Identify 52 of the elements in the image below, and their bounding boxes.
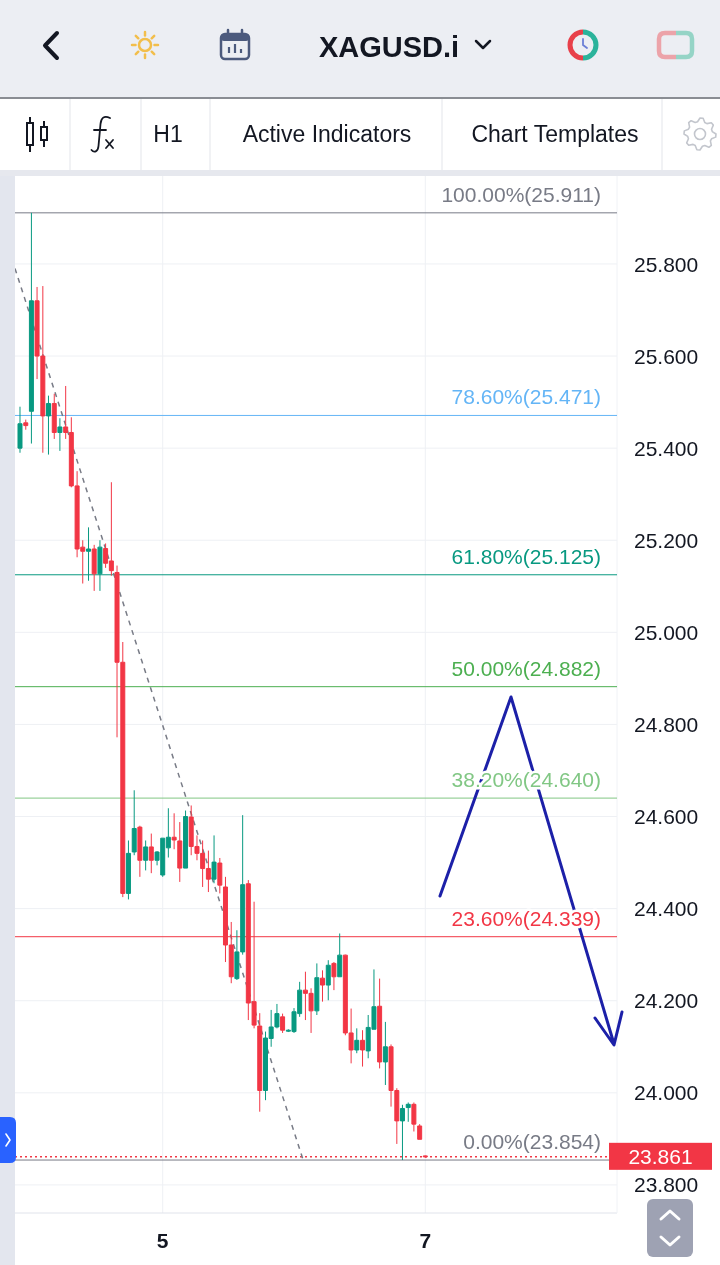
ref-line-label: 0.00%(23.854) — [463, 1130, 601, 1154]
y-tick-label: 25.200 — [634, 528, 699, 552]
candlestick — [148, 833, 154, 874]
y-tick-label: 24.200 — [634, 989, 699, 1013]
candlestick — [399, 1104, 405, 1161]
y-tick-label: 23.800 — [634, 1173, 699, 1197]
chart-title: XAGUSD.i — [318, 31, 460, 63]
candlestick — [411, 1101, 417, 1132]
candlestick — [137, 825, 143, 878]
candlestick — [331, 961, 337, 991]
y-tick-label: 25.600 — [634, 344, 699, 368]
candlestick — [183, 810, 189, 869]
ref-line-label: 50.00%(24.882) — [451, 656, 601, 680]
candlestick — [417, 1123, 423, 1140]
candlestick — [45, 395, 51, 456]
y-tick-label: 24.400 — [634, 897, 699, 921]
candlestick — [91, 544, 97, 592]
candlestick — [57, 417, 63, 452]
ref-line-label: 23.861 — [628, 1145, 693, 1169]
ref-line-label: 61.80%(25.125) — [451, 544, 601, 568]
candlestick — [337, 932, 343, 978]
candlestick — [314, 962, 320, 1016]
candlestick — [51, 393, 57, 440]
text: Chart Templates — [471, 121, 639, 147]
y-tick-label: 24.000 — [634, 1081, 699, 1105]
y-tick-label: 25.800 — [634, 252, 699, 276]
ref-line-label: 100.00%(25.911) — [441, 182, 601, 206]
candlestick — [143, 839, 149, 871]
candlestick — [360, 1029, 366, 1068]
candlestick — [382, 1021, 388, 1086]
candlestick — [28, 212, 34, 445]
y-tick-label: 25.400 — [634, 436, 699, 460]
candlestick — [325, 959, 331, 1001]
candlestick — [217, 857, 223, 894]
candlestick — [23, 419, 29, 431]
text: Active Indicators — [242, 121, 412, 147]
candlestick — [125, 839, 131, 900]
ref-line-label: 78.60%(25.471) — [451, 385, 601, 409]
candlestick — [377, 978, 383, 1069]
candlestick — [405, 1101, 411, 1123]
x-tick-label: 5 — [156, 1229, 169, 1252]
candlestick — [354, 1027, 360, 1054]
y-tick-label: 24.800 — [634, 712, 699, 736]
candlestick — [131, 789, 137, 856]
candlestick — [280, 1013, 286, 1034]
candlestick — [320, 969, 325, 1003]
x-tick-label: 7 — [419, 1229, 432, 1252]
y-tick-label: 24.600 — [634, 805, 699, 829]
y-tick-label: 25.000 — [634, 620, 699, 644]
candlestick — [211, 834, 217, 884]
candlestick — [17, 406, 23, 454]
text: H1 — [153, 121, 183, 147]
